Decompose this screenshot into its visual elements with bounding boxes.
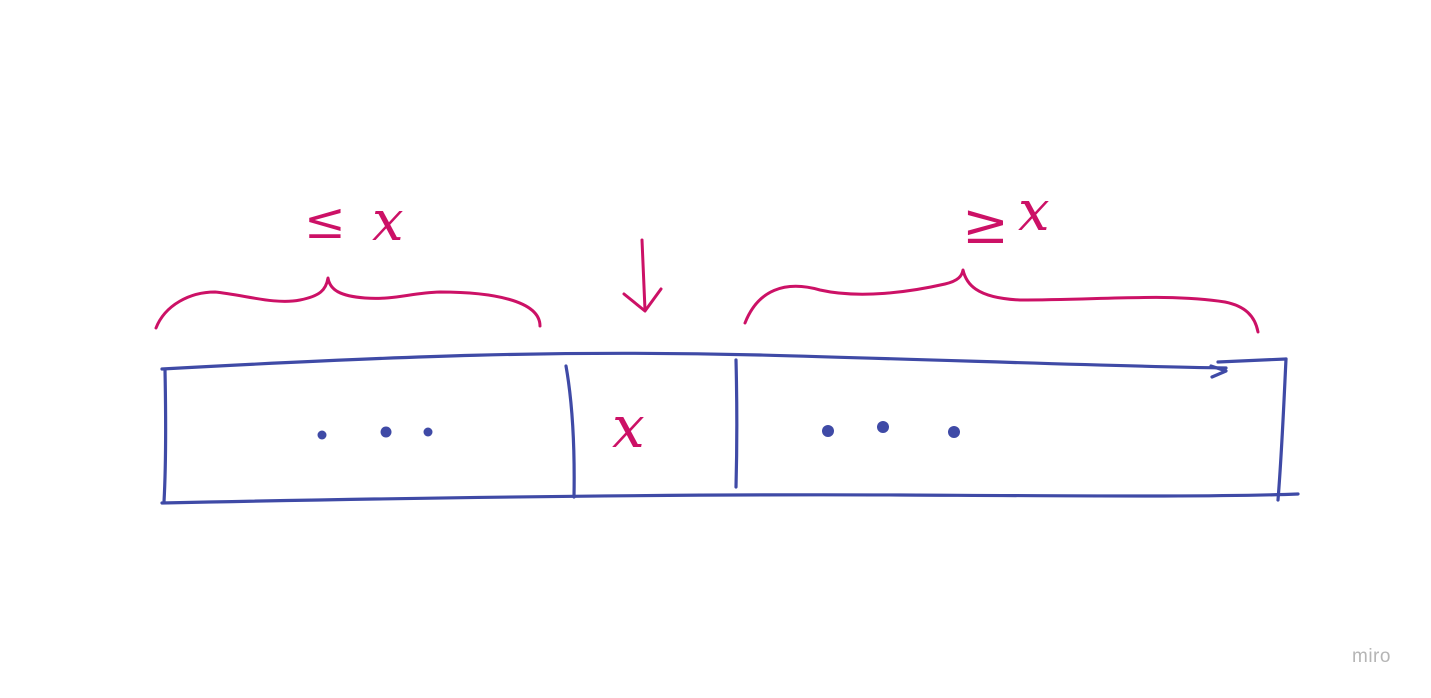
right-label: ≥ x: [962, 179, 1050, 257]
right-label-variable: x: [1018, 179, 1050, 244]
left-brace: [154, 276, 542, 330]
left-dot-3: [423, 427, 433, 437]
right-dot-2: [877, 421, 889, 433]
pivot-right-divider: [734, 358, 739, 489]
right-label-symbol: ≥: [962, 192, 1009, 257]
array-box: [160, 351, 1300, 505]
right-dot-3: [948, 426, 960, 438]
right-brace: [743, 268, 1260, 334]
left-cell-ellipsis: [317, 426, 433, 440]
left-dot-1: [317, 430, 327, 440]
array-top-arrowhead: [1209, 364, 1228, 379]
array-left-edge: [162, 368, 168, 504]
left-label-variable: x: [372, 189, 404, 254]
right-dot-1: [822, 425, 834, 437]
array-bottom-edge: [160, 492, 1300, 505]
left-label: ≤ x: [304, 189, 404, 254]
left-label-symbol: ≤: [304, 192, 346, 250]
pivot-left-divider: [564, 364, 576, 499]
pivot-arrow-icon: [622, 238, 663, 313]
miro-watermark-logo: miro: [1352, 646, 1391, 667]
left-dot-2: [380, 426, 392, 438]
array-right-edge: [1276, 357, 1288, 502]
array-right-top: [1216, 357, 1288, 364]
array-top-edge: [160, 351, 1228, 371]
pivot-label: x: [612, 393, 645, 461]
right-cell-ellipsis: [822, 421, 960, 438]
